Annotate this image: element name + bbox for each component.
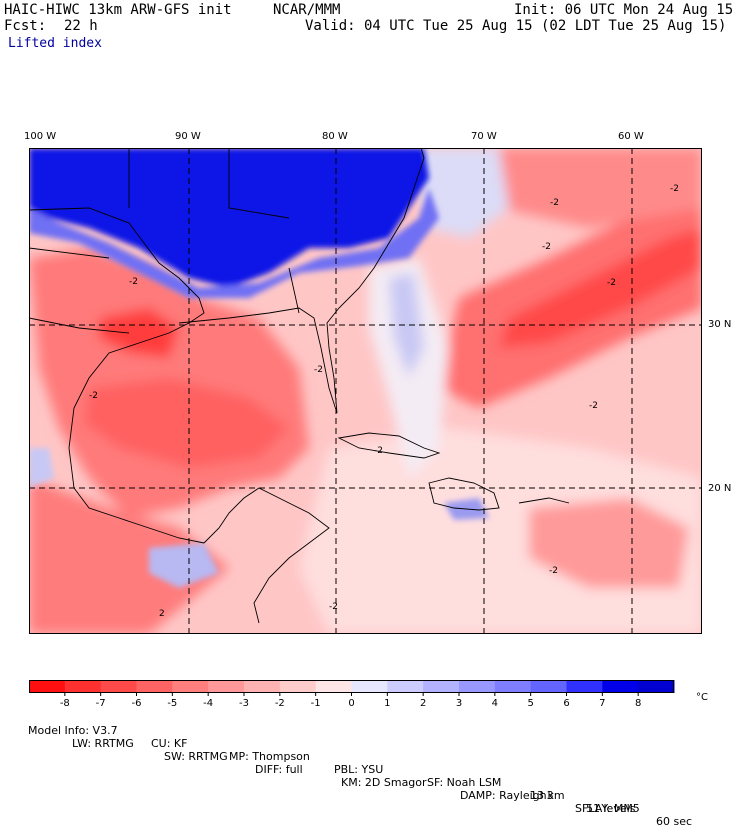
- colorbar-tick-label: -6: [132, 698, 142, 709]
- colorbar-tick-label: 7: [599, 698, 605, 709]
- colorbar-swatch: [315, 680, 352, 693]
- colorbar-swatch: [638, 680, 675, 693]
- colorbar-tick-label: -5: [167, 698, 177, 709]
- contour-label: -2: [550, 198, 559, 208]
- colorbar-swatch: [494, 680, 532, 693]
- east-caribbean-red: [529, 498, 689, 588]
- graticule: [29, 148, 702, 634]
- contour-label: -2: [329, 602, 338, 612]
- pacific-blue-patch: [149, 543, 219, 588]
- info-timestep: 60 sec: [656, 815, 693, 828]
- colorbar-tick-label: 3: [456, 698, 462, 709]
- atlantic-core: [499, 228, 702, 348]
- sw-blue-patch: [29, 448, 54, 488]
- colorbar-tick-label: -8: [60, 698, 70, 709]
- upper-atlantic: [479, 148, 702, 228]
- colorbar-swatch: [459, 680, 496, 693]
- colorbar-swatch: [100, 680, 137, 693]
- colorbar-tick-label: 6: [563, 698, 569, 709]
- colorbar-swatch: [387, 680, 424, 693]
- lon-label-80w: 80 W: [322, 131, 348, 142]
- pacific-red: [29, 478, 229, 634]
- valid-time: Valid: 04 UTC Tue 25 Aug 15 (02 LDT Tue …: [305, 18, 727, 34]
- lon-label-100w: 100 W: [24, 131, 57, 142]
- contour-label: -2: [549, 566, 558, 576]
- colorbar-swatch: [136, 680, 173, 693]
- colorbar-tick-label: -1: [311, 698, 321, 709]
- info-version: Model Info: V3.7: [28, 724, 118, 737]
- colorbar-swatch: [351, 680, 388, 693]
- colorbar-swatch: [423, 680, 460, 693]
- model-title: HAIC-HIWC 13km ARW-GFS init: [4, 2, 232, 18]
- colorbar-swatch: [64, 680, 102, 693]
- init-time: Init: 06 UTC Mon 24 Aug 15: [514, 2, 734, 18]
- colorbar-swatch: [566, 680, 603, 693]
- lon-label-60w: 60 W: [618, 131, 644, 142]
- lon-label-90w: 90 W: [175, 131, 201, 142]
- info-lw: LW: RRTMG: [72, 737, 134, 750]
- contour-label: -2: [607, 278, 616, 288]
- colorbar-swatch: [172, 680, 209, 693]
- colorbar-swatch: [244, 680, 281, 693]
- info-sw: SW: RRTMG: [164, 750, 228, 763]
- lat-label-30n: 30 N: [708, 319, 732, 330]
- forecast-label: Fcst:: [4, 18, 47, 34]
- colorbar-tick-label: 1: [384, 698, 390, 709]
- colorbar-tick-label: 0: [348, 698, 354, 709]
- forecast-hour: 22 h: [64, 18, 98, 34]
- contour-label: -2: [129, 277, 138, 287]
- colorbar-swatch: [208, 680, 245, 693]
- coastlines: [29, 148, 570, 624]
- colorbar: -8 -7 -6 -5 -4 -3 -2 -1 0 1 2 3 4 5 6 7 8: [29, 680, 675, 709]
- colorbar-unit: °C: [696, 692, 708, 703]
- contour-label: -2: [314, 365, 323, 375]
- colorbar-border: [29, 680, 674, 693]
- colorbar-swatch: [530, 680, 567, 693]
- colorbar-swatch: [29, 680, 66, 693]
- colorbar-tick-label: -7: [96, 698, 106, 709]
- texas-coast-core: [99, 308, 179, 358]
- contour-label: -2: [670, 184, 679, 194]
- colorbar-tick-label: -3: [239, 698, 249, 709]
- contour-label: -2: [589, 401, 598, 411]
- contour-label: -2: [374, 446, 383, 456]
- colorbar-tick-label: 4: [492, 698, 498, 709]
- lat-label-20n: 20 N: [708, 483, 732, 494]
- colorbar-swatch: [602, 680, 639, 693]
- contour-labels: -2 -2 -2 -2 -2 -2 -2 -2 -2 -2 2 -2: [89, 184, 679, 619]
- info-diff: DIFF: full: [255, 763, 303, 776]
- contour-label: 2: [159, 609, 165, 619]
- blue-streak: [389, 273, 424, 378]
- colorbar-tick-label: 2: [420, 698, 426, 709]
- colorbar-tick-label: -2: [275, 698, 285, 709]
- info-sflay: SFLAY: MM5: [575, 802, 640, 815]
- colorbar-swatch: [279, 680, 317, 693]
- contour-label: -2: [89, 391, 98, 401]
- colorbar-tick-label: 8: [635, 698, 641, 709]
- lifted-index-map: -2 -2 -2 -2 -2 -2 -2 -2 -2 -2 2 -2: [29, 148, 702, 634]
- info-km: KM: 2D Smagor: [341, 776, 427, 789]
- info-damp: DAMP: Rayleigh3: [460, 789, 554, 802]
- field-name: Lifted index: [8, 36, 102, 51]
- gulf-mid-core: [84, 378, 289, 468]
- org-label: NCAR/MMM: [273, 2, 341, 18]
- colorbar-tick-label: 5: [527, 698, 533, 709]
- lon-label-70w: 70 W: [471, 131, 497, 142]
- colorbar-tick-label: -4: [203, 698, 213, 709]
- model-info-line2: LW: RRTMG SW: RRTMG DIFF: full KM: 2D Sm…: [28, 724, 740, 815]
- contour-label: -2: [542, 242, 551, 252]
